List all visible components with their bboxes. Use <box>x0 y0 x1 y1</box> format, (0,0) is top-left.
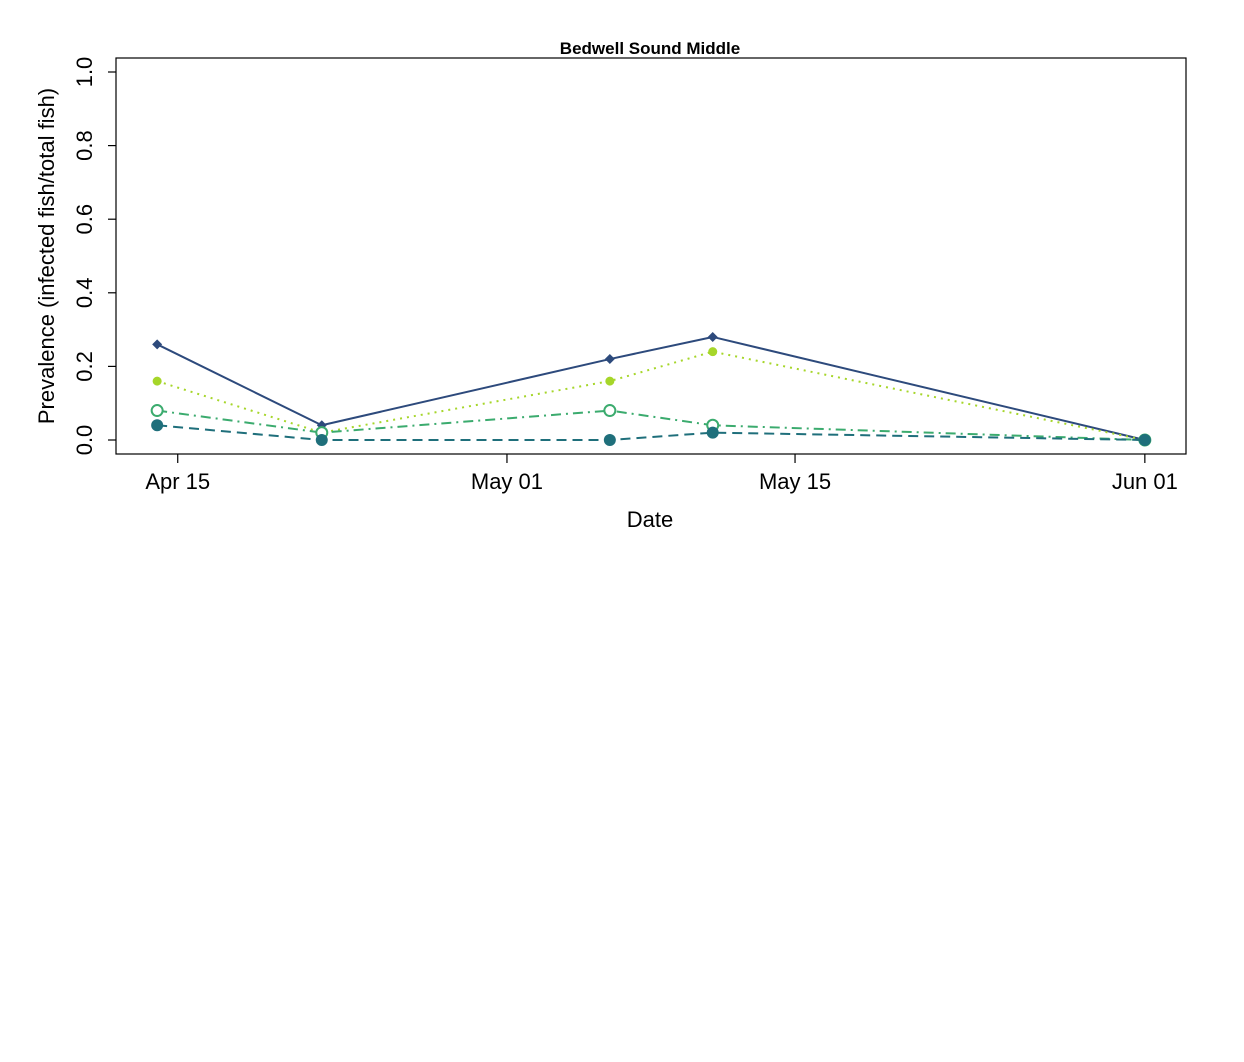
data-point <box>603 404 617 418</box>
chart-title: Bedwell Sound Middle <box>560 39 740 58</box>
series-3 <box>150 404 1152 447</box>
y-tick-label: 0.2 <box>72 351 97 382</box>
y-axis-title: Prevalence (infected fish/total fish) <box>34 88 59 424</box>
series-line <box>157 409 1145 441</box>
y-axis: 0.0 0.2 0.4 0.6 0.8 1.0 <box>72 57 116 456</box>
series-2 <box>152 347 1150 445</box>
series-4 <box>151 419 1151 446</box>
x-tick-label: Jun 01 <box>1112 469 1178 494</box>
data-point <box>706 426 719 439</box>
data-point <box>315 434 328 446</box>
data-point <box>707 331 718 342</box>
plot-frame <box>115 57 1187 455</box>
x-tick-label: Apr 15 <box>145 469 210 494</box>
series-layer <box>150 331 1152 447</box>
data-point <box>150 404 164 418</box>
data-point <box>151 419 164 432</box>
y-tick-label: 0.6 <box>72 204 97 235</box>
y-tick-label: 0.4 <box>72 278 97 309</box>
data-point <box>152 376 162 386</box>
y-tick-label: 0.0 <box>72 425 97 456</box>
x-tick-label: May 01 <box>471 469 543 494</box>
series-1 <box>152 331 1150 445</box>
series-line <box>156 335 1146 441</box>
data-point <box>152 339 163 350</box>
x-axis: Apr 15 May 01 May 15 Jun 01 <box>145 454 1178 494</box>
series-line <box>156 350 1146 441</box>
data-point <box>1138 434 1151 446</box>
x-tick-label: May 15 <box>759 469 831 494</box>
data-point <box>605 376 615 386</box>
y-tick-label: 1.0 <box>72 57 97 88</box>
data-point <box>603 434 616 446</box>
data-point <box>604 354 615 365</box>
x-axis-title: Date <box>627 507 673 532</box>
y-tick-label: 0.8 <box>72 130 97 161</box>
data-point <box>708 347 718 357</box>
